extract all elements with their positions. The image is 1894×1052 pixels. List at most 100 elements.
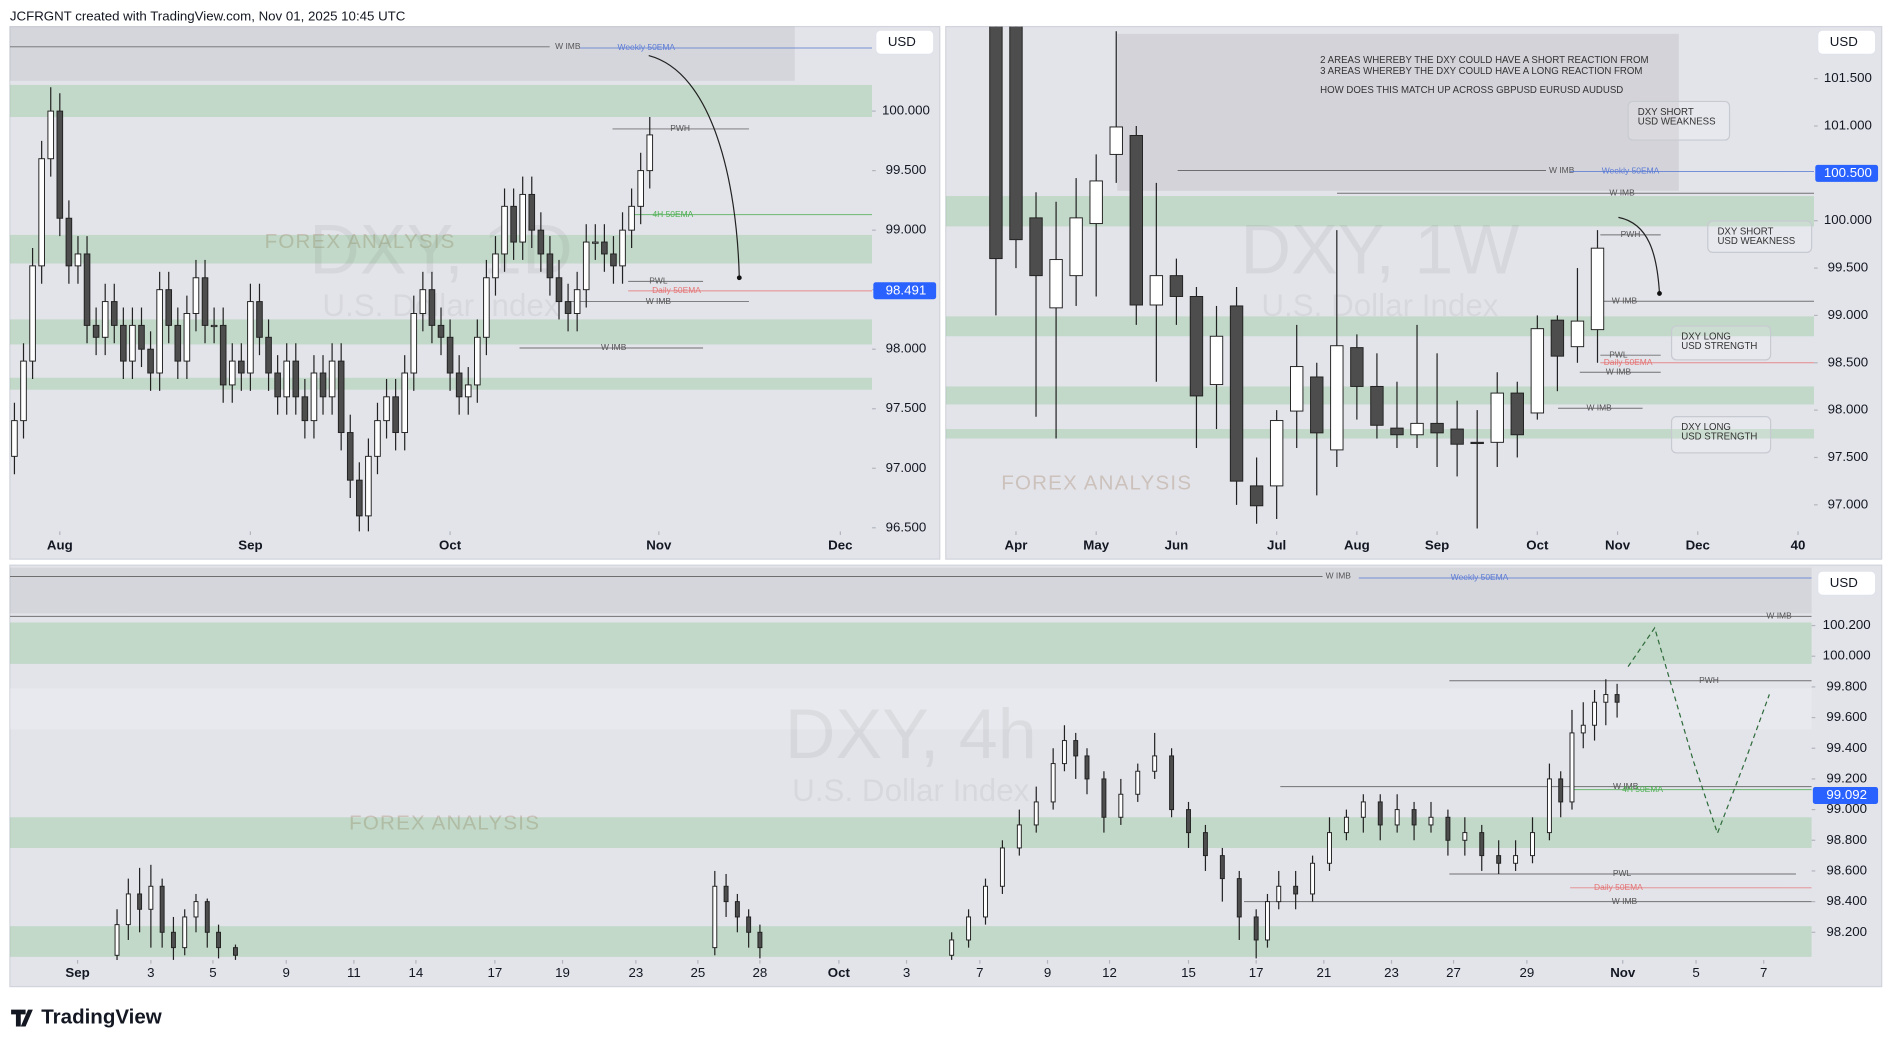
level-label: W IMB — [555, 41, 581, 51]
candle-body — [628, 205, 635, 231]
level-label: PWH — [1621, 229, 1641, 239]
candle-body — [129, 324, 136, 362]
candle-body — [1169, 755, 1175, 811]
y-tick-label: 99.600 — [1826, 709, 1867, 724]
candle-body — [474, 336, 481, 386]
x-tick-label: Oct — [828, 965, 851, 980]
x-tick-label: Aug — [1344, 537, 1370, 552]
candle-body — [1580, 724, 1586, 734]
candle-body — [757, 931, 763, 949]
candle-body — [147, 348, 154, 374]
zone — [9, 817, 1812, 848]
x-tick-label: Dec — [1686, 537, 1710, 552]
candle-body — [592, 241, 599, 244]
x-tick-label: 17 — [1249, 965, 1264, 980]
candle-body — [193, 901, 199, 918]
candle-body — [1265, 901, 1270, 941]
annotation: 2 AREAS WHEREBY THE DXY COULD HAVE A SHO… — [1320, 55, 1648, 66]
candle-body — [483, 277, 490, 338]
candle-body — [401, 372, 409, 434]
x-tick-label: 28 — [753, 965, 768, 980]
y-tick-label: 100.000 — [882, 103, 930, 118]
x-tick-label: Nov — [1605, 537, 1631, 552]
y-tick-label: 98.500 — [1828, 354, 1869, 369]
candle-body — [47, 110, 55, 160]
candle-body — [201, 277, 209, 326]
candle-body — [1135, 770, 1141, 795]
candle-body — [1350, 347, 1364, 387]
currency-button[interactable] — [1817, 29, 1877, 55]
level-label: Weekly 50EMA — [1602, 166, 1660, 176]
annotation: 3 AREAS WHEREBY THE DXY COULD HAVE A LON… — [1320, 66, 1642, 77]
candle-body — [365, 455, 372, 517]
candle-body — [582, 241, 590, 291]
candle-body — [1510, 392, 1524, 436]
callout-box — [1627, 100, 1731, 141]
candle-body — [1445, 816, 1451, 841]
y-tick-label: 98.800 — [1826, 832, 1867, 847]
candle-body — [328, 360, 336, 398]
y-tick-label: 100.000 — [1823, 648, 1871, 663]
callout-text: USD STRENGTH — [1681, 432, 1757, 443]
x-tick-label: 17 — [487, 965, 502, 980]
logo: TradingView — [11, 1005, 162, 1028]
candle-body — [337, 360, 345, 434]
candle-body — [1546, 778, 1552, 834]
y-tick-label: 97.000 — [1828, 496, 1869, 511]
last-price-box — [873, 282, 937, 300]
arrow — [648, 54, 742, 281]
y-tick-label: 99.500 — [1828, 260, 1869, 275]
level-label: 4H 50EMA — [652, 209, 693, 219]
x-tick-label: 21 — [1316, 965, 1331, 980]
candle-body — [1186, 809, 1191, 834]
annotation: HOW DOES THIS MATCH UP ACROSS GBPUSD EUR… — [1320, 85, 1623, 96]
candle-body — [1394, 809, 1400, 826]
candle-body — [1101, 778, 1107, 818]
candle-body — [216, 931, 222, 949]
candle-body — [159, 885, 165, 933]
x-tick-label: Sep — [65, 965, 89, 980]
level-label: W IMB — [1766, 611, 1792, 621]
candle-body — [555, 277, 563, 303]
last-price-box — [1815, 164, 1879, 182]
y-tick-label: 97.000 — [886, 460, 927, 475]
level-label: W IMB — [1613, 781, 1639, 791]
candle-body — [1513, 855, 1519, 864]
candle-body — [1189, 295, 1204, 397]
candle-body — [573, 289, 581, 314]
level-label: PWH — [1699, 675, 1719, 685]
y-tick-label: 100.200 — [1823, 617, 1871, 632]
candle-body — [428, 289, 436, 326]
x-tick-label: 40 — [1791, 537, 1806, 552]
y-tick-label: 98.600 — [1826, 862, 1867, 877]
candle-body — [989, 26, 1003, 260]
shade-box — [9, 26, 795, 81]
y-tick-label: 99.200 — [1826, 770, 1867, 785]
currency-button[interactable] — [875, 29, 935, 55]
level-label: W IMB — [1609, 187, 1635, 197]
callout-text: DXY SHORT — [1638, 107, 1694, 118]
x-tick-label: 25 — [691, 965, 706, 980]
candle-body — [74, 253, 82, 267]
y-tick-label: 97.500 — [886, 400, 927, 415]
last-price-label: 100.500 — [1824, 165, 1872, 180]
candle-body — [619, 229, 626, 267]
candle-body — [125, 893, 131, 926]
candle-body — [410, 313, 418, 374]
y-tick-label: 99.400 — [1826, 740, 1867, 755]
x-tick-label: 23 — [628, 965, 643, 980]
x-tick-label: May — [1083, 537, 1109, 552]
level-label: Weekly 50EMA — [618, 42, 676, 52]
candle-body — [165, 289, 173, 326]
x-tick-label: 11 — [347, 965, 361, 980]
candle-body — [114, 924, 120, 956]
watermark-subtitle: U.S. Dollar Index — [792, 773, 1029, 808]
currency-button[interactable] — [1817, 570, 1877, 596]
candle-body — [1290, 366, 1304, 412]
x-tick-label: 27 — [1446, 965, 1461, 980]
y-tick-label: 96.500 — [886, 519, 927, 534]
candle-body — [156, 289, 163, 374]
candle-body — [1428, 816, 1434, 826]
